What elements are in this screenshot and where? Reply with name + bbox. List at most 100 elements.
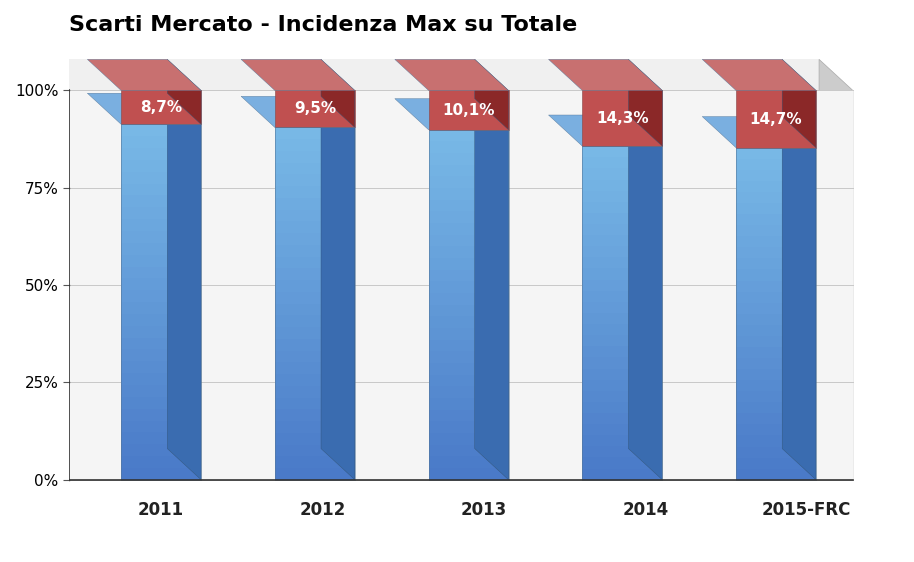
Polygon shape — [736, 447, 816, 457]
Polygon shape — [122, 148, 201, 160]
Text: 14,3%: 14,3% — [596, 111, 649, 126]
Polygon shape — [122, 373, 201, 385]
Polygon shape — [122, 172, 201, 184]
Polygon shape — [582, 313, 663, 324]
Polygon shape — [429, 200, 508, 211]
Polygon shape — [736, 457, 816, 469]
Polygon shape — [429, 235, 508, 247]
Polygon shape — [429, 422, 508, 433]
Polygon shape — [122, 160, 201, 172]
Polygon shape — [429, 165, 508, 176]
Polygon shape — [548, 115, 663, 146]
Polygon shape — [429, 130, 508, 142]
Polygon shape — [429, 398, 508, 410]
Polygon shape — [275, 362, 355, 374]
Polygon shape — [582, 146, 663, 157]
Polygon shape — [122, 326, 201, 338]
Polygon shape — [582, 357, 663, 369]
Polygon shape — [582, 246, 663, 257]
Polygon shape — [429, 410, 508, 422]
Polygon shape — [582, 324, 663, 335]
Polygon shape — [736, 148, 816, 159]
Polygon shape — [429, 282, 508, 293]
Polygon shape — [474, 60, 508, 130]
Polygon shape — [429, 247, 508, 258]
Polygon shape — [582, 413, 663, 424]
Polygon shape — [122, 255, 201, 266]
Polygon shape — [582, 224, 663, 235]
Polygon shape — [736, 424, 816, 436]
Polygon shape — [429, 328, 508, 340]
Polygon shape — [429, 375, 508, 387]
Polygon shape — [395, 60, 508, 90]
Polygon shape — [582, 424, 663, 435]
Polygon shape — [122, 207, 201, 219]
Text: 2011: 2011 — [138, 501, 185, 519]
Polygon shape — [736, 347, 816, 358]
Polygon shape — [275, 280, 355, 292]
Polygon shape — [122, 219, 201, 231]
Polygon shape — [275, 139, 355, 151]
Polygon shape — [429, 211, 508, 223]
Polygon shape — [582, 346, 663, 357]
Polygon shape — [736, 280, 816, 292]
Polygon shape — [69, 90, 853, 480]
Polygon shape — [122, 444, 201, 456]
Polygon shape — [122, 90, 201, 124]
Polygon shape — [275, 257, 355, 269]
Text: 2012: 2012 — [300, 501, 345, 519]
Polygon shape — [275, 374, 355, 386]
Polygon shape — [736, 236, 816, 247]
Text: 2015-FRC: 2015-FRC — [762, 501, 852, 519]
Polygon shape — [429, 188, 508, 200]
Polygon shape — [321, 60, 355, 128]
Polygon shape — [275, 233, 355, 245]
Polygon shape — [702, 116, 816, 148]
Polygon shape — [429, 433, 508, 445]
Polygon shape — [582, 302, 663, 313]
Polygon shape — [275, 433, 355, 445]
Polygon shape — [582, 157, 663, 169]
Polygon shape — [122, 302, 201, 314]
Polygon shape — [275, 421, 355, 433]
Polygon shape — [736, 247, 816, 259]
Polygon shape — [582, 213, 663, 224]
Polygon shape — [582, 90, 663, 146]
Polygon shape — [429, 316, 508, 328]
Polygon shape — [275, 351, 355, 362]
Polygon shape — [582, 435, 663, 446]
Polygon shape — [275, 386, 355, 397]
Polygon shape — [395, 99, 508, 130]
Polygon shape — [275, 198, 355, 210]
Polygon shape — [429, 223, 508, 235]
Polygon shape — [582, 291, 663, 302]
Polygon shape — [582, 457, 663, 469]
Polygon shape — [122, 397, 201, 409]
Polygon shape — [122, 468, 201, 480]
Polygon shape — [736, 358, 816, 369]
Polygon shape — [429, 351, 508, 363]
Polygon shape — [122, 196, 201, 207]
Polygon shape — [582, 169, 663, 179]
Polygon shape — [736, 269, 816, 280]
Text: 14,7%: 14,7% — [749, 112, 802, 126]
Polygon shape — [429, 305, 508, 316]
Polygon shape — [736, 380, 816, 391]
Polygon shape — [429, 456, 508, 468]
Polygon shape — [736, 192, 816, 203]
Polygon shape — [736, 181, 816, 192]
Polygon shape — [582, 446, 663, 457]
Polygon shape — [275, 269, 355, 280]
Polygon shape — [582, 402, 663, 413]
Polygon shape — [736, 214, 816, 225]
Polygon shape — [241, 60, 355, 90]
Polygon shape — [582, 191, 663, 202]
Text: 2014: 2014 — [622, 501, 668, 519]
Polygon shape — [275, 221, 355, 233]
Polygon shape — [429, 90, 508, 130]
Polygon shape — [122, 432, 201, 444]
Polygon shape — [736, 259, 816, 269]
Polygon shape — [35, 448, 853, 480]
Polygon shape — [35, 60, 819, 448]
Polygon shape — [275, 339, 355, 351]
